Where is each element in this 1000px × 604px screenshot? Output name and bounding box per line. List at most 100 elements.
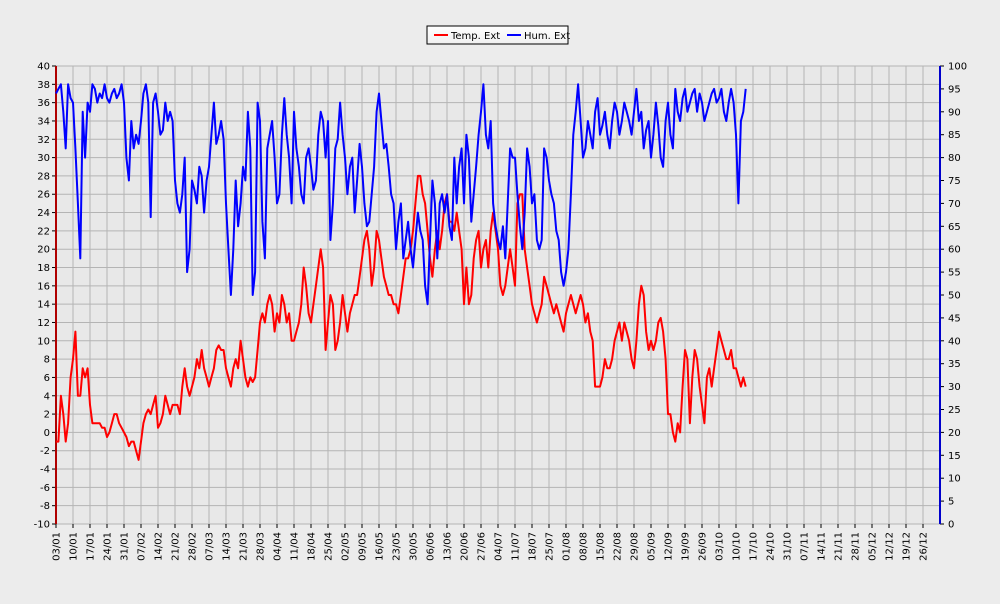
legend-label-temp: Temp. Ext: [450, 31, 500, 42]
y-left-tick-label: 0: [44, 428, 50, 439]
y-right-tick-label: 15: [948, 451, 961, 462]
y-left-tick-label: -8: [40, 501, 50, 512]
x-tick-label: 19/09: [681, 532, 692, 561]
y-left-tick-label: 26: [37, 190, 50, 201]
y-left-tick-label: -10: [34, 520, 50, 531]
y-left-tick-label: 28: [37, 171, 50, 182]
x-tick-label: 07/02: [137, 532, 148, 561]
x-tick-label: 29/08: [630, 532, 641, 561]
y-left-tick-label: -4: [40, 465, 50, 476]
x-tick-label: 12/09: [664, 532, 675, 561]
y-left-tick-label: 22: [37, 226, 50, 237]
y-right-tick-label: 65: [948, 222, 961, 233]
y-left-tick-label: 12: [37, 318, 50, 329]
series-line-hum-ext: [55, 83, 747, 306]
y-right-tick-label: 45: [948, 313, 961, 324]
x-tick-label: 03/10: [715, 532, 726, 561]
y-right-tick-label: 85: [948, 130, 961, 141]
series-line-temp-ext: [56, 174, 747, 461]
x-tick-label: 17/10: [749, 532, 760, 561]
y-right-tick-label: 40: [948, 336, 961, 347]
x-tick-label: 21/03: [239, 532, 250, 561]
x-tick-label: 16/05: [375, 532, 386, 561]
y-right-tick-label: 95: [948, 84, 961, 95]
x-tick-label: 19/12: [902, 532, 913, 561]
x-tick-label: 03/01: [52, 532, 63, 561]
y-left-tick-label: 30: [37, 153, 50, 164]
x-tick-label: 28/02: [188, 532, 199, 561]
y-left-tick-label: 18: [37, 263, 50, 274]
x-tick-label: 04/04: [273, 532, 284, 561]
y-right-tick-label: 75: [948, 176, 961, 187]
x-tick-label: 21/11: [834, 532, 845, 561]
y-left-tick-label: 40: [37, 62, 50, 73]
legend-label-hum: Hum. Ext: [524, 31, 570, 42]
x-tick-label: 07/11: [800, 532, 811, 561]
x-tick-label: 14/02: [154, 532, 165, 561]
x-tick-label: 28/11: [851, 532, 862, 561]
x-tick-label: 31/01: [120, 532, 131, 561]
grid: [56, 65, 940, 525]
y-left-tick-label: 34: [37, 116, 50, 127]
y-right-tick-label: 5: [948, 497, 954, 508]
x-tick-label: 15/08: [596, 532, 607, 561]
y-left-tick-label: 36: [37, 98, 50, 109]
x-tick-label: 24/10: [766, 532, 777, 561]
y-right-tick-label: 50: [948, 291, 961, 302]
y-right-tick-label: 90: [948, 107, 961, 118]
y-right-tick-label: 25: [948, 405, 961, 416]
y-right-tick-label: 20: [948, 428, 961, 439]
y-right-tick-label: 55: [948, 268, 961, 279]
x-tick-label: 17/01: [86, 532, 97, 561]
x-tick-label: 28/03: [256, 532, 267, 561]
x-axis-tick-labels: 03/01 10/01 17/01 24/01 31/01 07/02 14/02 21/02…: [52, 524, 930, 561]
y-right-tick-label: 35: [948, 359, 961, 370]
y-left-tick-label: 10: [37, 336, 50, 347]
x-tick-label: 12/12: [885, 532, 896, 561]
y-right-tick-label: 60: [948, 245, 961, 256]
y-right-tick-label: 80: [948, 153, 961, 164]
x-tick-label: 26/12: [919, 532, 930, 561]
x-tick-label: 21/02: [171, 532, 182, 561]
x-tick-label: 01/08: [562, 532, 573, 561]
x-tick-label: 30/05: [409, 532, 420, 561]
y-left-tick-label: 24: [37, 208, 50, 219]
x-tick-label: 09/05: [358, 532, 369, 561]
x-tick-label: 26/09: [698, 532, 709, 561]
y-left-tick-label: 38: [37, 80, 50, 91]
x-tick-label: 11/07: [511, 532, 522, 561]
y-right-tick-label: 0: [948, 520, 954, 531]
x-tick-label: 22/08: [613, 532, 624, 561]
y-axis-left-tick-labels: -10-8-6-4-202468101214161820222426283032…: [34, 62, 56, 531]
y-left-tick-label: 2: [44, 410, 50, 421]
x-tick-label: 13/06: [443, 532, 454, 561]
x-tick-label: 05/12: [868, 532, 879, 561]
x-tick-label: 14/03: [222, 532, 233, 561]
y-left-tick-label: 14: [37, 300, 50, 311]
x-tick-label: 06/06: [426, 532, 437, 561]
x-tick-label: 07/03: [205, 532, 216, 561]
x-tick-label: 11/04: [290, 532, 301, 561]
x-tick-label: 23/05: [392, 532, 403, 561]
x-tick-label: 24/01: [103, 532, 114, 561]
y-left-tick-label: 32: [37, 135, 50, 146]
x-tick-label: 18/07: [528, 532, 539, 561]
x-tick-label: 10/01: [69, 532, 80, 561]
y-left-tick-label: 16: [37, 281, 50, 292]
y-right-tick-label: 70: [948, 199, 961, 210]
legend: Temp. Ext Hum. Ext: [426, 25, 570, 45]
x-tick-label: 31/10: [783, 532, 794, 561]
y-left-tick-label: 4: [44, 391, 50, 402]
y-left-tick-label: 8: [44, 355, 50, 366]
x-tick-label: 25/04: [324, 532, 335, 561]
x-tick-label: 05/09: [647, 532, 658, 561]
y-axis-right-tick-labels: 0 5 10 15 20 25 30 35 40 45 50 55 60 65 70 75 80 85 90 95 10…: [940, 62, 967, 531]
x-tick-label: 14/11: [817, 532, 828, 561]
y-left-tick-label: 6: [44, 373, 50, 384]
x-tick-label: 27/06: [477, 532, 488, 561]
y-left-tick-label: -6: [40, 483, 50, 494]
x-tick-label: 25/07: [545, 532, 556, 561]
series-lines: [55, 83, 747, 461]
y-right-tick-label: 100: [948, 62, 967, 73]
